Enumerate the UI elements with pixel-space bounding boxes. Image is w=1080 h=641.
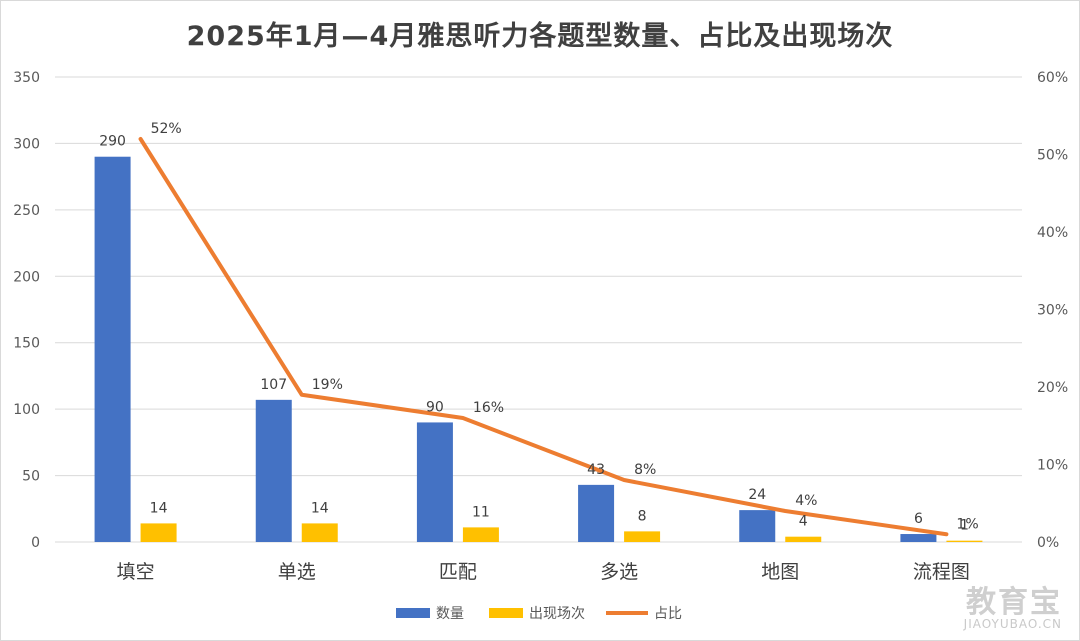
bar — [301, 523, 338, 542]
bar-value-label: 107 — [260, 377, 287, 393]
bar — [739, 510, 776, 542]
bars — [94, 156, 983, 542]
legend-swatch — [396, 608, 430, 618]
bar — [416, 422, 453, 542]
category-label: 多选 — [600, 561, 638, 583]
bar-value-label: 43 — [587, 462, 605, 478]
legend-label: 占比 — [654, 606, 682, 622]
legend-label: 数量 — [436, 606, 464, 622]
chart-title: 2025年1月—4月雅思听力各题型数量、占比及出现场次 — [186, 21, 894, 52]
y-left-tick-label: 200 — [13, 269, 40, 285]
percent-value-label: 1% — [956, 516, 978, 532]
bar — [140, 523, 177, 542]
y-left-tick-label: 300 — [13, 136, 40, 152]
bar-value-label: 90 — [426, 399, 444, 415]
bar-value-label: 8 — [638, 508, 647, 524]
bar-value-label: 6 — [914, 511, 923, 527]
legend-label: 出现场次 — [529, 606, 585, 622]
y-right-tick-label: 20% — [1037, 380, 1068, 396]
gridlines — [55, 76, 1022, 543]
category-labels: 填空 单选 匹配 多选 地图 流程图 — [117, 561, 970, 583]
y-left-tick-label: 100 — [13, 402, 40, 418]
legend: 数量 出现场次 占比 — [396, 606, 682, 622]
y-left-tick-label: 250 — [13, 203, 40, 219]
watermark-subtext: JIAOYUBAO.CN — [963, 617, 1062, 631]
watermark-text: 教育宝 — [966, 585, 1062, 620]
category-label: 地图 — [761, 561, 799, 583]
y-right-tick-label: 40% — [1037, 225, 1068, 241]
category-label: 匹配 — [439, 561, 477, 583]
y-left-tick-label: 150 — [13, 336, 40, 352]
left-axis-ticks: 0 50 100 150 200 250 300 350 — [13, 70, 40, 551]
category-label: 单选 — [278, 561, 316, 583]
right-axis-ticks: 0% 10% 20% 30% 40% 50% 60% — [1037, 70, 1068, 551]
bar-value-label: 1 — [960, 518, 969, 534]
category-label: 填空 — [117, 561, 155, 583]
bar — [900, 534, 937, 542]
percent-value-label: 52% — [151, 121, 182, 137]
legend-swatch — [489, 608, 523, 618]
bar — [255, 399, 292, 542]
bar — [578, 484, 615, 542]
bar — [946, 540, 983, 542]
percent-line — [138, 137, 949, 537]
percent-line-path — [138, 137, 949, 537]
percent-value-label: 16% — [473, 400, 504, 416]
y-left-tick-label: 0 — [31, 535, 40, 551]
percent-value-label: 4% — [795, 493, 817, 509]
y-left-tick-label: 50 — [22, 469, 40, 485]
y-left-tick-label: 350 — [13, 70, 40, 86]
percent-value-label: 8% — [634, 462, 656, 478]
y-right-tick-label: 50% — [1037, 148, 1068, 164]
bar-value-label: 4 — [799, 514, 808, 530]
y-right-tick-label: 10% — [1037, 458, 1068, 474]
bar — [94, 156, 131, 542]
category-label: 流程图 — [913, 561, 970, 583]
bar — [624, 531, 661, 542]
bar — [785, 536, 822, 542]
y-right-tick-label: 30% — [1037, 303, 1068, 319]
y-right-tick-label: 60% — [1037, 70, 1068, 86]
y-right-tick-label: 0% — [1037, 535, 1059, 551]
data-labels: 290 14 107 14 90 11 43 8 24 4 6 1 52% 19% 16% 8% 4% 1% — [99, 121, 978, 534]
percent-value-label: 19% — [312, 377, 343, 393]
watermark: 教育宝 JIAOYUBAO.CN — [964, 577, 1062, 631]
bar-value-label: 14 — [311, 500, 329, 516]
bar-value-label: 14 — [150, 500, 168, 516]
bar-value-label: 24 — [748, 487, 766, 503]
bar — [462, 527, 499, 542]
bar-value-label: 11 — [472, 504, 490, 520]
bar-value-label: 290 — [99, 134, 126, 150]
